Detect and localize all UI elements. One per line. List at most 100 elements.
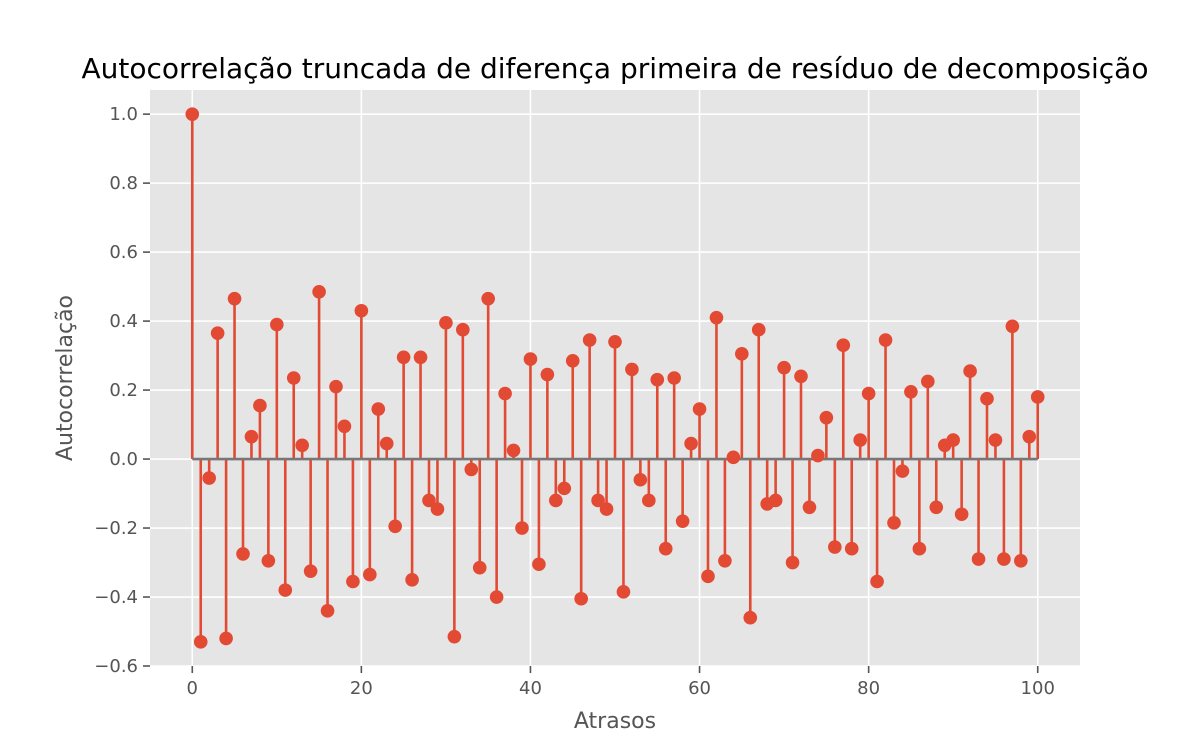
- stem-marker: [743, 610, 758, 625]
- y-tick-label: 0.4: [109, 311, 138, 332]
- stem-marker: [515, 521, 529, 535]
- x-tick-label: 40: [519, 678, 542, 699]
- stem-marker: [709, 310, 724, 325]
- stem-marker: [971, 552, 986, 566]
- stem-marker: [498, 386, 512, 401]
- stem-marker: [819, 410, 834, 425]
- stem-marker: [684, 436, 698, 451]
- stem-marker: [870, 574, 884, 589]
- stem-marker: [921, 374, 935, 389]
- stem-marker: [422, 493, 436, 508]
- stem-marker: [303, 564, 318, 578]
- stem-marker: [396, 350, 411, 365]
- stem-marker: [447, 629, 462, 644]
- stem-marker: [557, 481, 572, 496]
- stem-marker: [371, 402, 386, 416]
- stem-lines: [190, 114, 1040, 642]
- stem-marker: [565, 353, 580, 368]
- stem-marker: [337, 419, 352, 434]
- stem-marker: [887, 516, 901, 530]
- y-tick-label: −0.6: [94, 656, 138, 677]
- stem-marker: [861, 386, 876, 401]
- stem-marker: [532, 557, 546, 572]
- stem-marker: [878, 333, 893, 347]
- stem-marker: [202, 471, 216, 485]
- stem-marker: [1014, 554, 1028, 568]
- stem-marker: [988, 433, 1003, 447]
- stem-marker: [675, 514, 690, 528]
- stem-marker: [439, 316, 453, 330]
- stem-marker: [777, 360, 791, 375]
- stem-marker: [591, 493, 605, 508]
- stem-marker: [802, 500, 817, 515]
- stem-marker: [625, 362, 639, 377]
- x-tick-label: 80: [857, 678, 880, 699]
- y-axis-label: Autocorrelação: [53, 295, 78, 461]
- stem-marker: [599, 502, 614, 516]
- stem-marker: [582, 333, 597, 347]
- stem-marker: [954, 507, 969, 522]
- stem-marker: [904, 384, 918, 399]
- stem-marker: [185, 107, 200, 121]
- stem-marker: [193, 635, 208, 649]
- stem-marker: [456, 322, 470, 337]
- stem-marker: [608, 334, 622, 349]
- stem-marker: [295, 438, 309, 453]
- stem-marker: [413, 350, 428, 365]
- stem-marker: [811, 448, 825, 463]
- stem-marker: [1030, 390, 1045, 404]
- stem-marker: [616, 585, 631, 599]
- stem-marker: [692, 402, 707, 416]
- stem-marker: [828, 540, 842, 554]
- stem-marker: [650, 372, 665, 387]
- stem-marker: [363, 567, 377, 582]
- stem-marker: [523, 352, 538, 366]
- stem-marker: [227, 291, 242, 306]
- stem-marker: [929, 500, 944, 515]
- stem-marker: [270, 317, 284, 332]
- stem-marker: [329, 379, 343, 394]
- chart-title: Autocorrelação truncada de diferença pri…: [82, 52, 1149, 85]
- stem-marker: [489, 590, 504, 604]
- y-tick-label: −0.4: [94, 587, 138, 608]
- stem-marker: [549, 493, 563, 508]
- stem-marker: [963, 364, 977, 378]
- stem-marker: [794, 369, 808, 384]
- stem-marker: [540, 367, 555, 382]
- stem-marker: [388, 519, 402, 534]
- stem-marker: [320, 604, 335, 618]
- stem-marker: [658, 541, 673, 556]
- x-tick-label: 0: [187, 678, 198, 699]
- stem-marker: [853, 433, 867, 447]
- stem-marker: [751, 322, 766, 337]
- stem-marker: [735, 347, 749, 361]
- stem-marker: [768, 493, 783, 508]
- y-tick-label: 0.6: [109, 242, 138, 263]
- stem-marker: [236, 547, 250, 561]
- stem-marker: [472, 560, 487, 575]
- stem-marker: [895, 464, 910, 478]
- stem-marker: [980, 391, 994, 406]
- stem-marker: [946, 433, 960, 447]
- axis-ticks: 0 20 40 60 80 100 −0.6 −0.4 −0.2 0.0 0.2 0.4 0.6 0.8 1…: [94, 104, 1055, 699]
- stem-marker: [633, 472, 648, 487]
- stem-marker: [244, 429, 259, 444]
- stem-marker: [481, 291, 495, 306]
- stem-marker: [379, 436, 394, 451]
- stem-marker: [836, 338, 851, 353]
- stem-marker: [464, 462, 479, 477]
- stem-marker: [701, 569, 715, 584]
- stem-marker: [506, 443, 521, 458]
- stem-marker: [726, 450, 741, 465]
- stem-marker: [312, 284, 326, 299]
- x-axis-label: Atrasos: [574, 709, 656, 734]
- stem-marker: [286, 371, 301, 385]
- stem-marker: [346, 574, 360, 589]
- y-tick-label: 1.0: [109, 104, 138, 125]
- stem-marker: [219, 631, 233, 646]
- stem-markers: [185, 107, 1045, 649]
- stem-marker: [574, 591, 588, 606]
- y-tick-label: 0.8: [109, 173, 138, 194]
